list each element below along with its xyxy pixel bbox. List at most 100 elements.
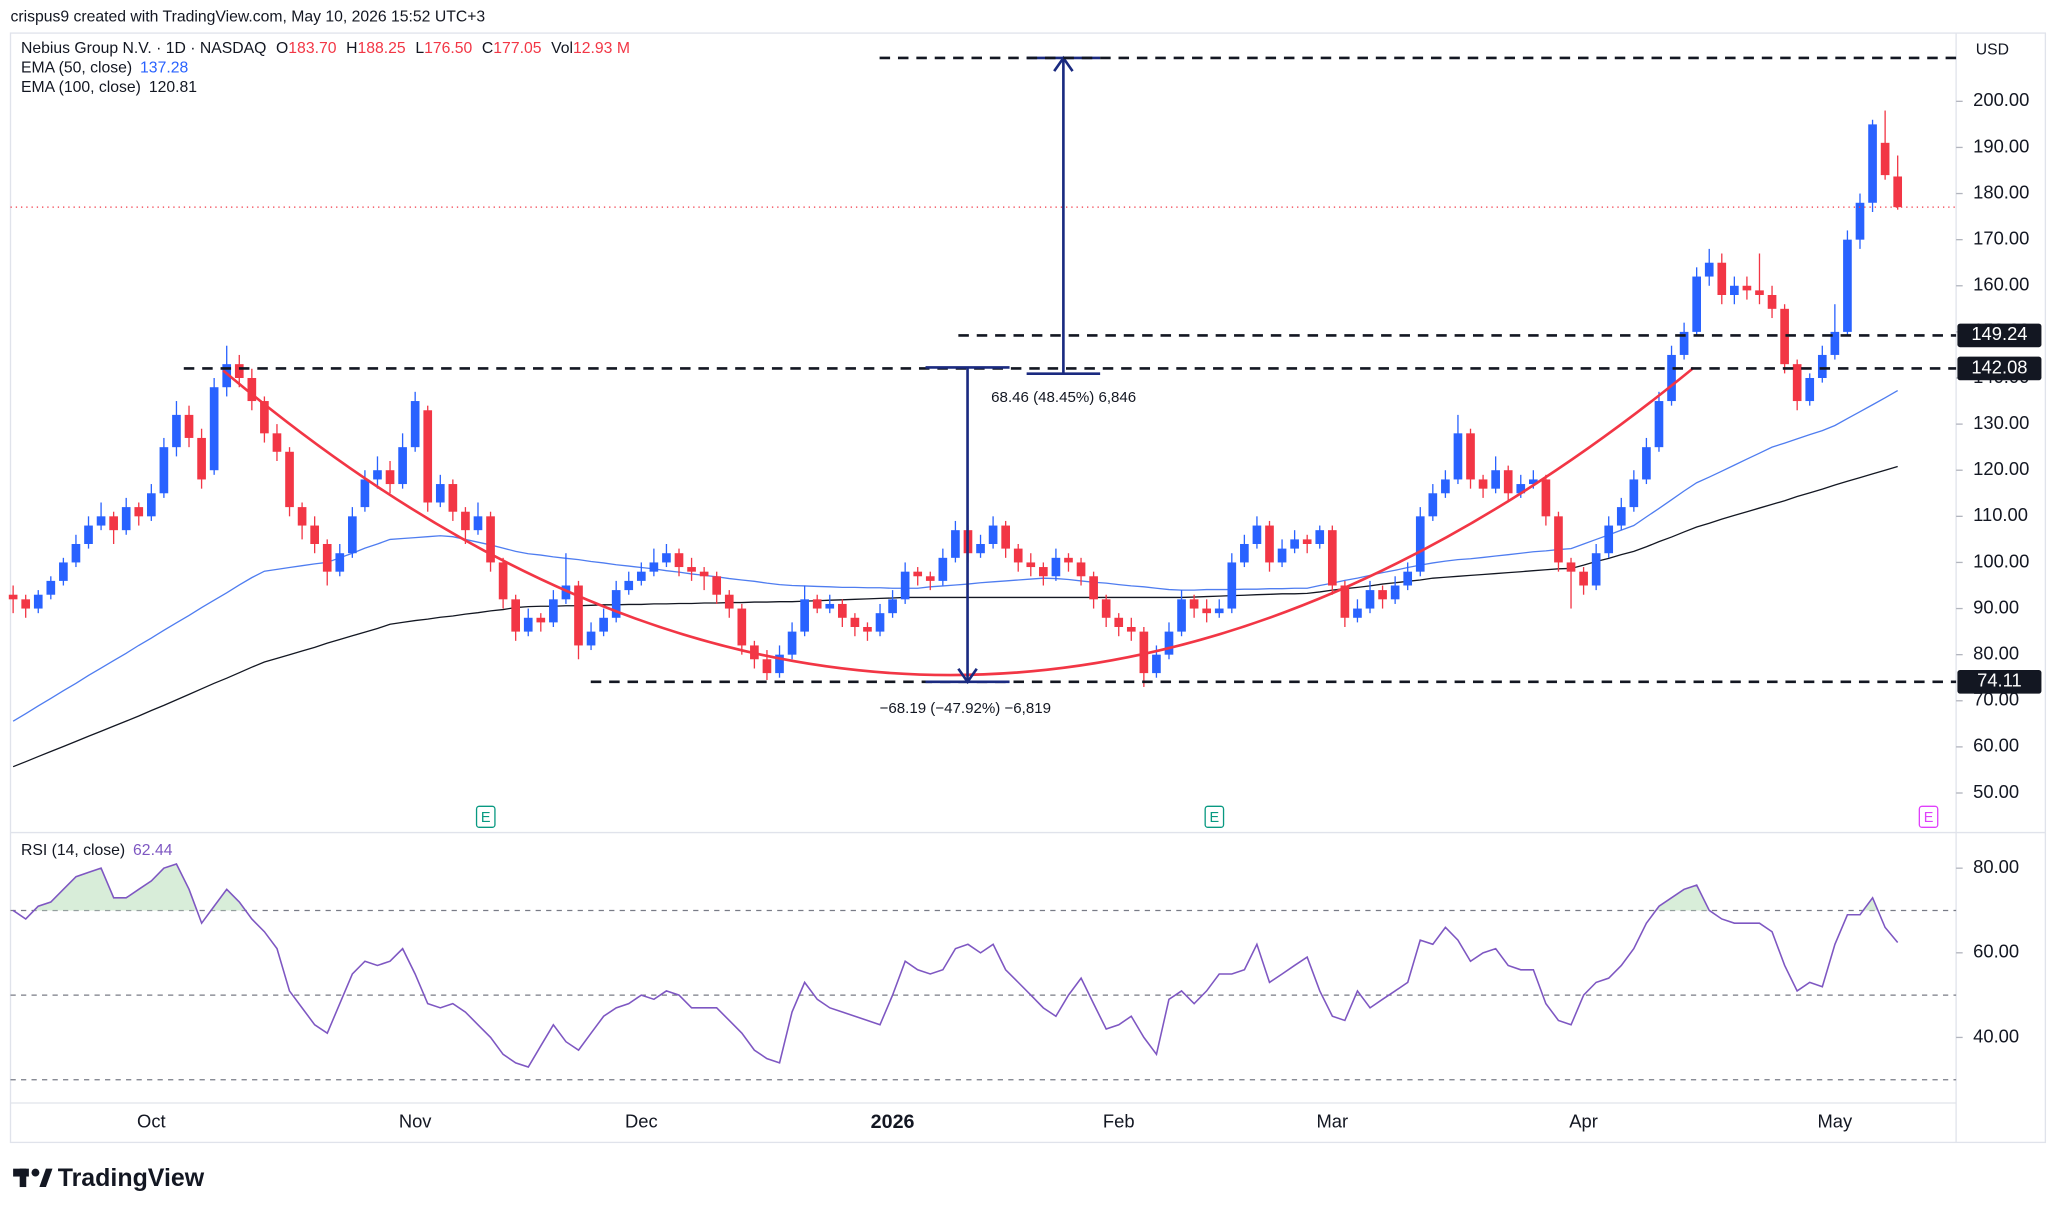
candle-body	[900, 571, 910, 600]
x-tick-label: Dec	[625, 1111, 658, 1132]
candle-body	[1579, 571, 1588, 586]
candle-body	[1064, 557, 1073, 563]
y-tick-label: 110.00	[1973, 504, 2028, 525]
candle-body	[549, 599, 558, 623]
candle-body	[197, 437, 206, 480]
candle-body	[209, 387, 219, 471]
candle-body	[435, 484, 445, 503]
candle-body	[649, 562, 659, 572]
candle-body	[1013, 548, 1023, 563]
candle-body	[624, 580, 634, 591]
x-tick-label: 2026	[871, 1111, 915, 1133]
y-tick-label: 200.00	[1973, 89, 2029, 110]
candle-body	[775, 654, 784, 674]
candle-body	[1566, 562, 1576, 572]
legend-value: 62.44	[133, 842, 173, 859]
candle-body	[812, 599, 822, 609]
candle-body	[121, 507, 131, 531]
candle-body	[1227, 562, 1237, 609]
candle-body	[461, 511, 470, 531]
y-tick-label: 60.00	[1973, 735, 2019, 756]
candle-body	[1616, 507, 1626, 526]
candle-body	[863, 626, 872, 632]
y-tick-label: 100.00	[1973, 550, 2029, 571]
candle-body	[1428, 493, 1438, 517]
y-tick-label: 40.00	[1973, 1025, 2019, 1046]
candle-body	[511, 599, 521, 632]
logo-part	[39, 1168, 53, 1188]
level-label-box	[1957, 670, 2042, 694]
candle-body	[1755, 290, 1764, 295]
event-marker	[1204, 805, 1225, 828]
candle-body	[322, 543, 332, 572]
candle-body	[1277, 548, 1287, 563]
candle-body	[762, 659, 772, 674]
candle-body	[373, 470, 382, 480]
candle-body	[146, 493, 156, 517]
candle-body	[1516, 484, 1526, 494]
candle-body	[1855, 202, 1865, 240]
legend-name: RSI (14, close)	[21, 842, 125, 859]
level-label-box	[1957, 323, 2042, 348]
candle-body	[84, 525, 93, 544]
candle-body	[310, 525, 319, 544]
candle-body	[473, 516, 483, 531]
candle-body	[109, 516, 118, 531]
candle-body	[599, 617, 608, 632]
candle-body	[1290, 539, 1299, 549]
event-label: E	[1924, 810, 1934, 826]
candle-body	[222, 364, 232, 388]
legend-symbol: Nebius Group N.V. · 1D · NASDAQ O183.70 …	[21, 40, 630, 57]
event-marker	[1918, 805, 1939, 828]
candle-body	[1654, 401, 1664, 448]
candle-body	[1692, 276, 1701, 332]
candle-body	[1189, 599, 1199, 609]
candle-body	[1340, 585, 1350, 618]
legend-value: 188.25	[358, 40, 406, 57]
candle-body	[1214, 608, 1224, 614]
y-tick-label: 80.00	[1973, 856, 2019, 877]
candle-body	[1830, 331, 1840, 355]
x-tick-label: May	[1818, 1111, 1854, 1132]
level-label: 142.08	[1971, 356, 2027, 377]
candle-body	[134, 507, 144, 517]
candle-body	[1792, 364, 1802, 402]
brand-logo	[13, 1168, 53, 1188]
logo-part	[31, 1168, 40, 1177]
candle-body	[423, 410, 433, 503]
candle-body	[925, 576, 935, 581]
candle-body	[159, 447, 169, 494]
legend-key: C	[482, 40, 493, 57]
symbol: Nebius Group N.V. · 1D · NASDAQ	[21, 40, 266, 57]
candle-body	[1767, 294, 1777, 309]
candle-body	[875, 613, 885, 632]
candle-body	[1089, 576, 1098, 600]
x-tick-label: Apr	[1569, 1111, 1598, 1132]
candle-body	[448, 484, 458, 512]
x-tick-label: Nov	[399, 1111, 432, 1132]
level-label-box	[1957, 356, 2042, 381]
candle-body	[662, 553, 671, 563]
legend-ema100: EMA (100, close) 120.81	[21, 79, 197, 96]
candle-body	[1315, 530, 1325, 544]
candle-body	[1252, 525, 1262, 544]
frame	[9, 32, 2047, 1144]
candle-body	[410, 401, 420, 448]
candle-body	[611, 590, 621, 618]
candle-body	[938, 557, 948, 581]
candle-body	[1026, 562, 1036, 568]
legend-value: 137.28	[140, 60, 188, 77]
candle-body	[1101, 599, 1111, 618]
legend-key: O	[276, 40, 288, 57]
legend-key: H	[346, 40, 357, 57]
candle-body	[561, 585, 571, 600]
candle-body	[574, 585, 583, 646]
candle-body	[1478, 479, 1488, 489]
x-tick-label: Mar	[1317, 1111, 1349, 1132]
candle-body	[837, 603, 847, 618]
candle-body	[1139, 631, 1149, 674]
candle-body	[712, 576, 722, 595]
logo-part	[19, 1168, 27, 1188]
candle-body	[1717, 262, 1727, 295]
candle-body	[1265, 525, 1274, 563]
